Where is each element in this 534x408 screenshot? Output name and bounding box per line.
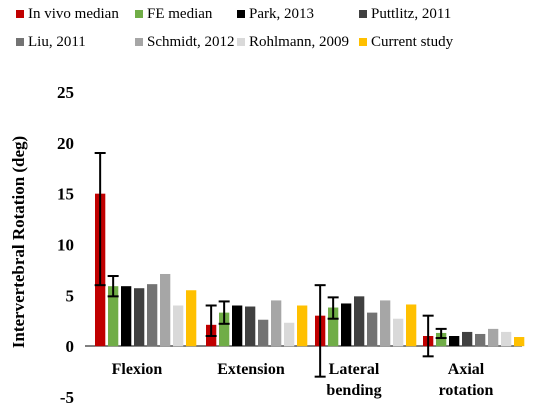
error-bar <box>94 152 106 287</box>
bar <box>380 300 391 347</box>
y-tick-label: 5 <box>66 286 75 305</box>
bar <box>160 273 171 347</box>
legend-item: In vivo median <box>16 6 119 22</box>
bar <box>354 296 365 347</box>
legend-label: Liu, 2011 <box>28 34 86 50</box>
legend-swatch <box>16 10 24 18</box>
legend-swatch <box>16 38 24 46</box>
bar <box>297 305 308 347</box>
category-label: Extension <box>217 361 285 378</box>
bar <box>449 336 460 347</box>
bar <box>245 306 256 347</box>
error-bar <box>435 327 447 340</box>
legend-item: Liu, 2011 <box>16 34 86 50</box>
bar <box>121 286 132 347</box>
legend-label: Puttlitz, 2011 <box>371 6 451 22</box>
legend-label: Schmidt, 2012 <box>147 34 235 50</box>
y-axis-label: Intervertebral Rotation (deg) <box>9 136 28 348</box>
bar <box>258 319 269 347</box>
legend-item: Rohlmann, 2009 <box>237 34 349 50</box>
legend-label: FE median <box>147 6 213 22</box>
bar <box>436 332 447 347</box>
bar <box>488 328 499 347</box>
bar <box>367 312 378 347</box>
bar <box>232 305 243 347</box>
legend-swatch <box>135 10 143 18</box>
y-tick-label: -5 <box>60 388 74 407</box>
category-label: bending <box>326 382 381 399</box>
legend-swatch <box>359 10 367 18</box>
bar <box>271 300 282 347</box>
y-tick-label: 10 <box>57 236 74 255</box>
bar <box>341 303 352 347</box>
bar <box>514 337 525 347</box>
error-bar <box>327 296 339 320</box>
legend-label: Park, 2013 <box>249 6 314 22</box>
plot-area <box>94 152 525 378</box>
error-bar <box>422 314 434 358</box>
bar <box>134 288 145 347</box>
bar <box>186 290 197 347</box>
legend-swatch <box>237 38 245 46</box>
legend-item: FE median <box>135 6 213 22</box>
bar <box>219 312 230 347</box>
y-tick-label: 25 <box>57 83 74 102</box>
bar <box>173 305 184 347</box>
legend-item: Current study <box>359 34 454 50</box>
bar <box>147 284 158 347</box>
legend-item: Schmidt, 2012 <box>135 34 235 50</box>
bar <box>501 331 512 347</box>
y-tick-label: 15 <box>57 185 74 204</box>
bar <box>462 331 473 347</box>
category-label: rotation <box>439 382 494 399</box>
legend-item: Puttlitz, 2011 <box>359 6 451 22</box>
legend-swatch <box>359 38 367 46</box>
bar <box>284 322 295 347</box>
error-bar <box>218 300 230 325</box>
bar <box>406 304 417 347</box>
bar <box>108 286 119 347</box>
legend-label: Rohlmann, 2009 <box>249 34 349 50</box>
y-tick-label: 20 <box>57 134 74 153</box>
y-axis: -5 0 5 10 15 20 25 <box>57 83 74 407</box>
legend-label: Current study <box>371 34 454 50</box>
legend-item: Park, 2013 <box>237 6 314 22</box>
y-tick-label: 0 <box>66 337 75 356</box>
bar <box>475 333 486 347</box>
category-label: Flexion <box>112 361 163 378</box>
error-bar <box>205 304 217 337</box>
legend-swatch <box>135 38 143 46</box>
bar <box>328 307 339 347</box>
legend: In vivo median FE median Park, 2013 Puttlit… <box>16 6 454 50</box>
legend-swatch <box>237 10 245 18</box>
error-bar <box>314 284 326 378</box>
category-label: Lateral <box>329 361 380 378</box>
error-bar <box>107 275 119 298</box>
category-label: Axial <box>448 361 485 378</box>
legend-label: In vivo median <box>28 6 119 22</box>
bar <box>393 318 404 347</box>
x-axis: Flexion Extension Lateral bending Axial rotat… <box>112 361 494 399</box>
